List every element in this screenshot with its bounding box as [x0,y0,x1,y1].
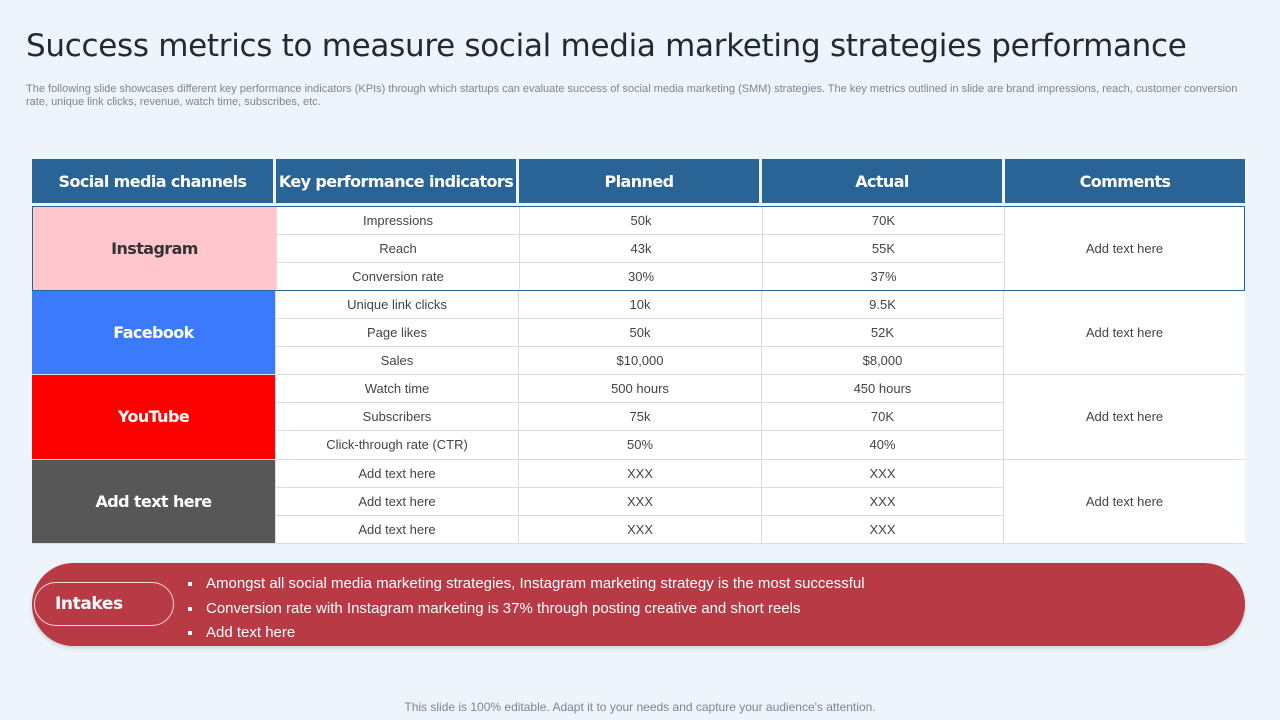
planned-cell: XXX [518,515,761,544]
kpi-table: Social media channels Key performance in… [32,159,1245,544]
actual-cell: 450 hours [761,375,1003,403]
actual-cell: 37% [762,262,1004,290]
actual-cell: 55K [762,234,1004,262]
bullet-icon [188,582,192,587]
actual-cell: 9.5K [761,290,1003,318]
header-planned: Planned [519,159,759,203]
table-row: Subscribers 75k 70K [275,403,1003,432]
table-group: Facebook Unique link clicks 10k 9.5K Page li… [32,290,1245,375]
channel-cell: YouTube [32,375,275,459]
planned-cell: 50k [519,207,762,234]
kpi-cell: Unique link clicks [275,290,518,318]
actual-cell: 52K [761,318,1003,346]
comment-cell: Add text here [1003,290,1245,374]
header-comments: Comments [1005,159,1245,203]
actual-cell: XXX [761,487,1003,515]
comment-cell: Add text here [1004,207,1244,290]
header-actual: Actual [762,159,1002,203]
actual-cell: XXX [761,459,1003,487]
planned-cell: 10k [518,290,761,318]
kpi-cell: Page likes [275,318,518,346]
kpi-rows: Watch time 500 hours 450 hours Subscribers 7… [275,375,1003,459]
table-body: Instagram Impressions 50k 70K Reach 43k 55K Con… [32,206,1245,544]
header-channels: Social media channels [32,159,273,203]
table-row: Unique link clicks 10k 9.5K [275,290,1003,319]
table-group: YouTube Watch time 500 hours 450 hours Subsc… [32,375,1245,460]
table-row: Add text here XXX XXX [275,459,1003,488]
kpi-cell: Subscribers [275,403,518,431]
planned-cell: XXX [518,459,761,487]
actual-cell: 70K [762,207,1004,234]
table-group: Instagram Impressions 50k 70K Reach 43k 55K Con… [32,206,1245,291]
intakes-bullet: Add text here [188,621,865,646]
intakes-label: Intakes [34,582,174,626]
table-row: Add text here XXX XXX [275,487,1003,516]
kpi-cell: Click-through rate (CTR) [275,431,518,459]
actual-cell: $8,000 [761,346,1003,375]
planned-cell: XXX [518,487,761,515]
table-header: Social media channels Key performance in… [32,159,1245,203]
page-title: Success metrics to measure social media … [26,28,1187,64]
bullet-icon [188,606,192,611]
bullet-icon [188,631,192,636]
kpi-rows: Add text here XXX XXX Add text here XXX XXX Ad… [275,459,1003,544]
comment-cell: Add text here [1003,375,1245,459]
actual-cell: XXX [761,515,1003,544]
intakes-bullet-text: Add text here [206,624,296,642]
table-row: Click-through rate (CTR) 50% 40% [275,431,1003,459]
kpi-cell: Sales [275,346,518,375]
table-row: Impressions 50k 70K [276,207,1004,235]
table-row: Watch time 500 hours 450 hours [275,375,1003,404]
table-row: Reach 43k 55K [276,234,1004,263]
channel-cell: Add text here [32,459,275,543]
planned-cell: $10,000 [518,346,761,375]
intakes-bullet: Amongst all social media marketing strat… [188,572,865,597]
kpi-cell: Conversion rate [276,262,519,290]
channel-cell: Facebook [32,290,275,374]
planned-cell: 50k [518,318,761,346]
kpi-cell: Add text here [275,487,518,515]
table-row: Sales $10,000 $8,000 [275,346,1003,375]
kpi-cell: Add text here [275,459,518,487]
kpi-cell: Watch time [275,375,518,403]
footer-note: This slide is 100% editable. Adapt it to… [404,700,876,714]
kpi-rows: Impressions 50k 70K Reach 43k 55K Conversion r… [276,207,1004,290]
actual-cell: 40% [761,431,1003,459]
channel-cell: Instagram [33,207,276,290]
planned-cell: 50% [518,431,761,459]
intakes-bullet-text: Conversion rate with Instagram marketing… [206,599,801,617]
actual-cell: 70K [761,403,1003,431]
planned-cell: 75k [518,403,761,431]
planned-cell: 43k [519,234,762,262]
table-row: Conversion rate 30% 37% [276,262,1004,290]
comment-cell: Add text here [1003,459,1245,543]
kpi-rows: Unique link clicks 10k 9.5K Page likes 50k 52… [275,290,1003,375]
intakes-bullets: Amongst all social media marketing strat… [188,572,865,646]
intakes-bullet: Conversion rate with Instagram marketing… [188,597,865,622]
kpi-cell: Reach [276,234,519,262]
table-row: Add text here XXX XXX [275,515,1003,544]
planned-cell: 500 hours [518,375,761,403]
planned-cell: 30% [519,262,762,290]
intakes-banner: Intakes Amongst all social media marketi… [32,563,1245,646]
intakes-bullet-text: Amongst all social media marketing strat… [206,575,865,593]
kpi-cell: Add text here [275,515,518,544]
table-group: Add text here Add text here XXX XXX Add text… [32,459,1245,544]
page-subtitle: The following slide showcases different … [26,83,1238,108]
header-kpis: Key performance indicators [276,159,516,203]
table-row: Page likes 50k 52K [275,318,1003,347]
kpi-cell: Impressions [276,207,519,234]
